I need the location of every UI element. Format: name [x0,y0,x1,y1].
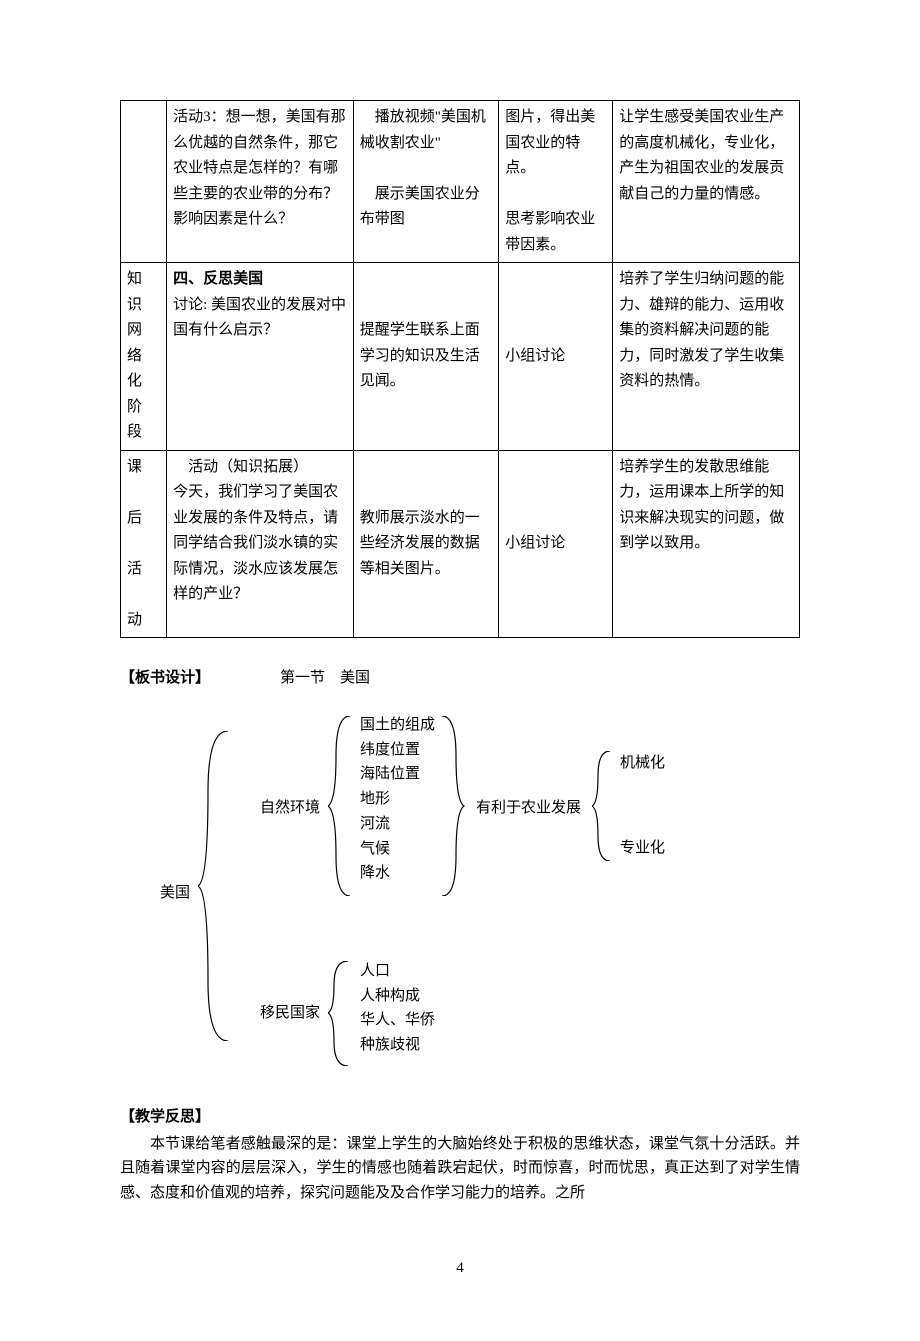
diagram-item: 人种构成 [360,984,435,1009]
stage-cell: 知识网络化阶段 [121,263,167,451]
board-design-heading: 【板书设计】 第一节 美国 [120,666,800,691]
stage-cell [121,101,167,263]
student-cell: 小组讨论 [499,450,613,638]
activity-body: 讨论: 美国农业的发展对中国有什么启示？ [173,297,346,339]
diagram-item: 降水 [360,861,435,886]
diagram-item: 纬度位置 [360,738,435,763]
diagram-item: 气候 [360,837,435,862]
diagram-item: 机械化 [620,751,665,776]
table-row: 课 后 活 动 活动（知识拓展） 今天，我们学习了美国农业发展的条件及特点，请同… [121,450,800,638]
stage-cell: 课 后 活 动 [121,450,167,638]
lesson-plan-table: 活动3：想一想，美国有那么优越的自然条件，那它农业特点是怎样的？有哪些主要的农业… [120,100,800,638]
activity-cell: 活动3：想一想，美国有那么优越的自然条件，那它农业特点是怎样的？有哪些主要的农业… [167,101,354,263]
board-diagram: 美国 自然环境 国土的组成 纬度位置 海陆位置 地形 河流 气候 降水 有利于农… [160,701,800,1081]
branch1-items: 国土的组成 纬度位置 海陆位置 地形 河流 气候 降水 [360,713,435,886]
student-cell: 小组讨论 [499,263,613,451]
teaching-reflection: 【教学反思】 本节课给笔者感触最深的是：课堂上学生的大脑始终处于积极的思维状态，… [120,1105,800,1206]
diagram-item: 海陆位置 [360,762,435,787]
diagram-item: 河流 [360,812,435,837]
diagram-item: 种族歧视 [360,1033,435,1058]
table-row: 活动3：想一想，美国有那么优越的自然条件，那它农业特点是怎样的？有哪些主要的农业… [121,101,800,263]
intent-cell: 培养了学生归纳问题的能力、雄辩的能力、运用收集的资料解决问题的能力，同时激发了学… [613,263,800,451]
diagram-item: 地形 [360,787,435,812]
mid-label: 有利于农业发展 [476,796,581,821]
board-title: 第一节 美国 [280,666,370,691]
branch2-label: 移民国家 [260,1001,320,1026]
reflection-body: 本节课给笔者感触最深的是：课堂上学生的大脑始终处于积极的思维状态，课堂气氛十分活… [120,1132,800,1206]
teacher-cell: 教师展示淡水的一些经济发展的数据等相关图片。 [353,450,499,638]
right-items: 机械化 专业化 [620,751,665,861]
reflection-title: 【教学反思】 [120,1105,800,1130]
diagram-item: 华人、华侨 [360,1008,435,1033]
branch1-label: 自然环境 [260,796,320,821]
branch2-items: 人口 人种构成 华人、华侨 种族歧视 [360,959,435,1058]
diagram-item: 人口 [360,959,435,984]
table-row: 知识网络化阶段 四、反思美国 讨论: 美国农业的发展对中国有什么启示？ 提醒学生… [121,263,800,451]
activity-title: 四、反思美国 [173,271,263,287]
teacher-cell: 提醒学生联系上面学习的知识及生活见闻。 [353,263,499,451]
brace-icon [198,731,238,1041]
board-label: 【板书设计】 [120,666,210,691]
activity-cell: 四、反思美国 讨论: 美国农业的发展对中国有什么启示？ [167,263,354,451]
diagram-item: 国土的组成 [360,713,435,738]
brace-icon [592,751,618,861]
activity-cell: 活动（知识拓展） 今天，我们学习了美国农业发展的条件及特点，请同学结合我们淡水镇… [167,450,354,638]
intent-cell: 让学生感受美国农业生产的高度机械化，专业化，产生为祖国农业的发展贡献自己的力量的… [613,101,800,263]
student-cell: 图片，得出美国农业的特点。 思考影响农业带因素。 [499,101,613,263]
brace-icon [442,716,472,896]
teacher-cell: 播放视频"美国机械收割农业" 展示美国农业分布带图 [353,101,499,263]
brace-icon [328,961,356,1066]
page-number: 4 [120,1256,800,1281]
intent-cell: 培养学生的发散思维能力，运用课本上所学的知识来解决现实的问题，做到学以致用。 [613,450,800,638]
diagram-root: 美国 [160,881,190,906]
brace-icon [328,716,358,896]
diagram-item: 专业化 [620,836,665,861]
